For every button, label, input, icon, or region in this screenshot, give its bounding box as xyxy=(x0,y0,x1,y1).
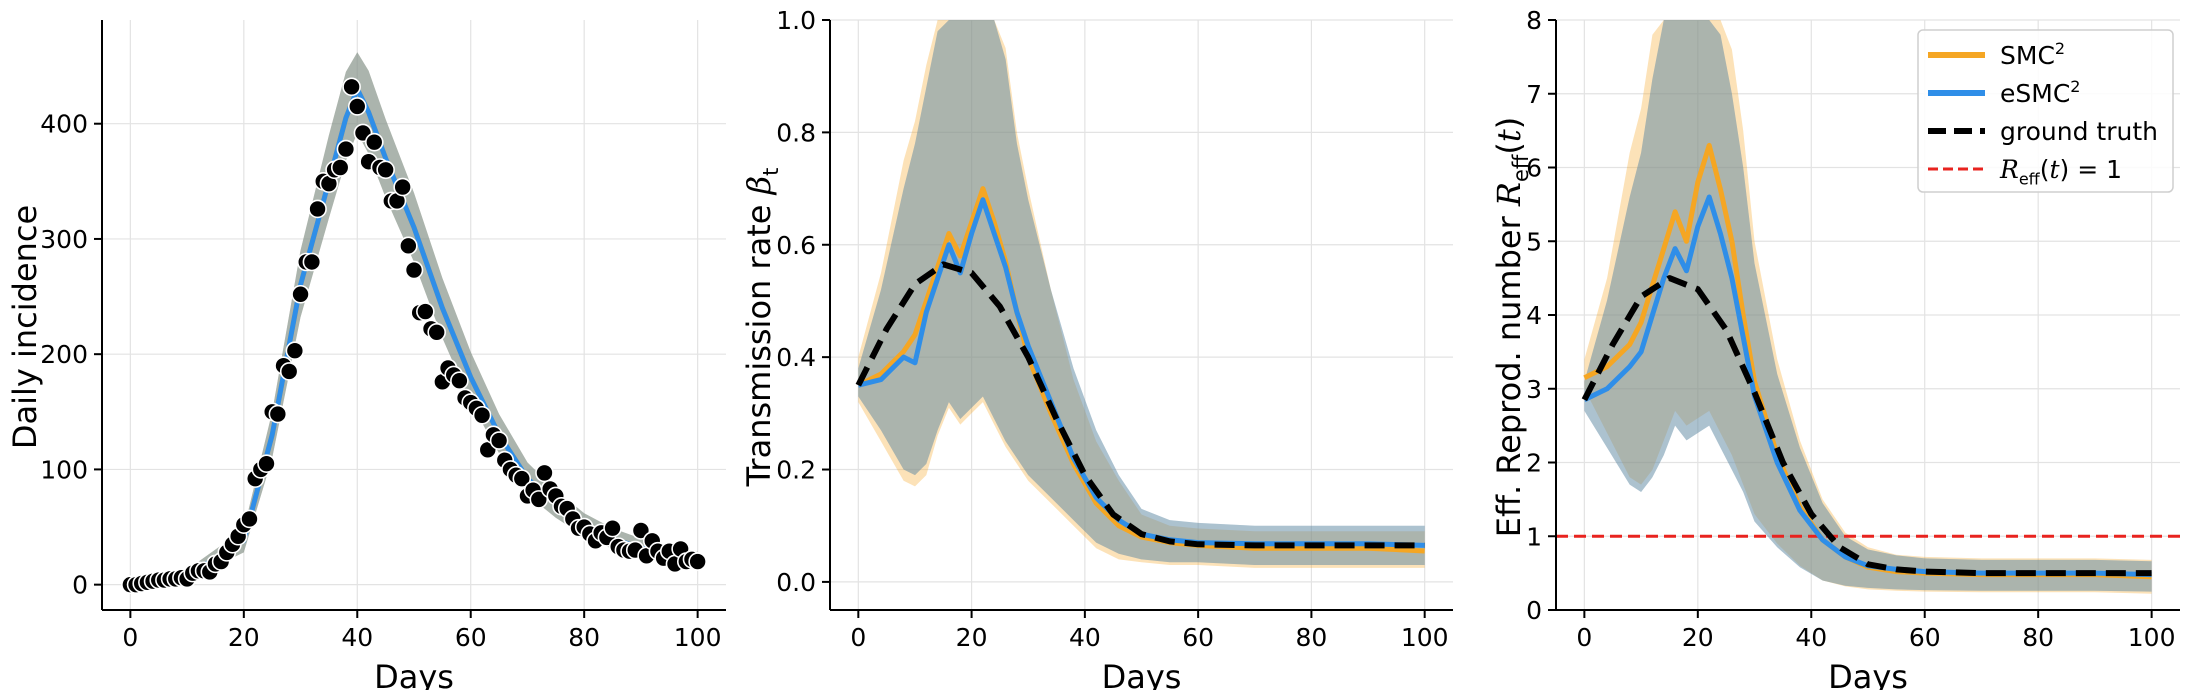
x-tick-label: 20 xyxy=(956,623,988,652)
x-tick-label: 60 xyxy=(1182,623,1214,652)
observed-point xyxy=(291,284,310,304)
plot-area xyxy=(1556,20,2180,594)
esmc2-line xyxy=(1583,194,2152,578)
observed-point xyxy=(330,158,350,177)
x-tick-label: 0 xyxy=(850,623,866,652)
observed-point xyxy=(393,177,412,197)
legend-label: SMC2 xyxy=(2000,39,2065,70)
observed-point xyxy=(631,521,651,540)
transmission-rate-panel: 0 20 40 60 80 100 0.0 0.2 0.4 0.6 0.8 1.0 Days Transm… xyxy=(740,6,1453,690)
observed-point xyxy=(302,252,322,272)
y-tick-label: 0 xyxy=(1526,596,1542,625)
y-tick-label: 0.0 xyxy=(776,568,816,597)
band-esmc2 xyxy=(858,20,1425,565)
band-overlap xyxy=(1584,20,2152,592)
observed-point xyxy=(603,518,622,538)
observed-point xyxy=(336,139,356,159)
band-overlap xyxy=(858,20,1425,565)
observed-point xyxy=(472,405,492,425)
y-tick-label: 100 xyxy=(40,455,88,484)
y-tick-label: 8 xyxy=(1526,6,1542,35)
observed-point xyxy=(364,132,384,152)
legend-label: Reff(t) = 1 xyxy=(1999,155,2122,188)
legend-label: ground truth xyxy=(2000,117,2158,146)
esmc2-line xyxy=(130,86,699,585)
y-tick-label: 7 xyxy=(1526,80,1542,109)
legend-frame xyxy=(1917,29,2174,193)
x-tick-label: 100 xyxy=(2128,623,2176,652)
legend: SMC2 eSMC2 ground truth Reff(t) = 1 xyxy=(1917,29,2174,193)
plot-area xyxy=(855,20,1425,568)
x-tick-label: 80 xyxy=(568,623,600,652)
y-axis-label: Eff. Reprod. number Reff(t) xyxy=(1490,117,1533,537)
x-tick-label: 60 xyxy=(455,623,487,652)
observed-point xyxy=(399,236,418,256)
observed-point xyxy=(450,371,469,390)
x-tick-label: 0 xyxy=(1576,623,1592,652)
observed-point xyxy=(416,302,435,321)
observed-point xyxy=(347,97,367,116)
ground-truth-line xyxy=(1581,275,2152,577)
observed-point xyxy=(268,404,288,424)
reproduction-number-panel: 0 20 40 60 80 100 0 1 2 3 4 5 6 7 8 Days Eff. Reprod. nu… xyxy=(1490,6,2180,690)
band-overlap xyxy=(130,52,698,585)
y-axis-label: Transmission rate βt xyxy=(740,168,783,488)
ground-truth-line xyxy=(855,261,1425,549)
observed-point xyxy=(257,454,276,473)
observed-point xyxy=(285,341,305,361)
y-tick-label: 2 xyxy=(1526,449,1542,478)
y-tick-label: 6 xyxy=(1526,154,1542,183)
y-tick-label: 0.6 xyxy=(776,231,816,260)
y-tick-label: 200 xyxy=(40,340,88,369)
smc2-line xyxy=(130,86,699,585)
plot-area xyxy=(121,52,707,594)
x-tick-label: 20 xyxy=(228,623,260,652)
band-smc2 xyxy=(130,52,698,585)
x-tick-label: 40 xyxy=(1069,623,1101,652)
y-tick-label: 400 xyxy=(40,110,88,139)
x-axis-label: Days xyxy=(1828,658,1908,690)
y-tick-label: 3 xyxy=(1526,375,1542,404)
y-axis-label: Daily incidence xyxy=(6,205,44,449)
band-smc2 xyxy=(1584,20,2152,594)
x-tick-label: 40 xyxy=(341,623,373,652)
x-axis-label: Days xyxy=(1102,658,1182,690)
x-tick-label: 40 xyxy=(1795,623,1827,652)
observed-point xyxy=(308,199,327,219)
observed-point xyxy=(240,509,259,529)
band-smc2 xyxy=(858,20,1425,568)
x-tick-label: 100 xyxy=(674,623,722,652)
y-tick-label: 0.2 xyxy=(776,456,816,485)
y-tick-label: 0.8 xyxy=(776,118,816,147)
observed-point xyxy=(404,260,424,280)
y-tick-label: 0.4 xyxy=(776,343,816,372)
observed-point xyxy=(427,322,446,342)
x-tick-label: 20 xyxy=(1682,623,1714,652)
observed-point xyxy=(279,362,299,381)
observed-point xyxy=(376,160,395,180)
band-esmc2 xyxy=(130,52,698,585)
observed-point xyxy=(688,552,707,571)
y-tick-label: 1 xyxy=(1526,522,1542,551)
x-tick-label: 80 xyxy=(1296,623,1328,652)
y-tick-label: 4 xyxy=(1526,301,1542,330)
observed-point xyxy=(342,77,361,97)
x-tick-label: 80 xyxy=(2022,623,2054,652)
x-tick-label: 0 xyxy=(122,623,138,652)
observed-point xyxy=(489,431,509,450)
x-tick-label: 100 xyxy=(1401,623,1449,652)
y-tick-label: 0 xyxy=(72,571,88,600)
y-tick-label: 5 xyxy=(1526,227,1542,256)
y-tick-label: 1.0 xyxy=(776,6,816,35)
x-axis-label: Days xyxy=(374,658,454,690)
legend-label: eSMC2 xyxy=(2000,77,2080,108)
band-esmc2 xyxy=(1584,20,2152,592)
observed-point xyxy=(535,463,554,483)
observed-point xyxy=(512,469,532,488)
y-tick-label: 300 xyxy=(40,225,88,254)
incidence-panel: 0 20 40 60 80 100 0 100 200 300 400 Days Daily incid… xyxy=(6,20,726,690)
x-tick-label: 60 xyxy=(1909,623,1941,652)
